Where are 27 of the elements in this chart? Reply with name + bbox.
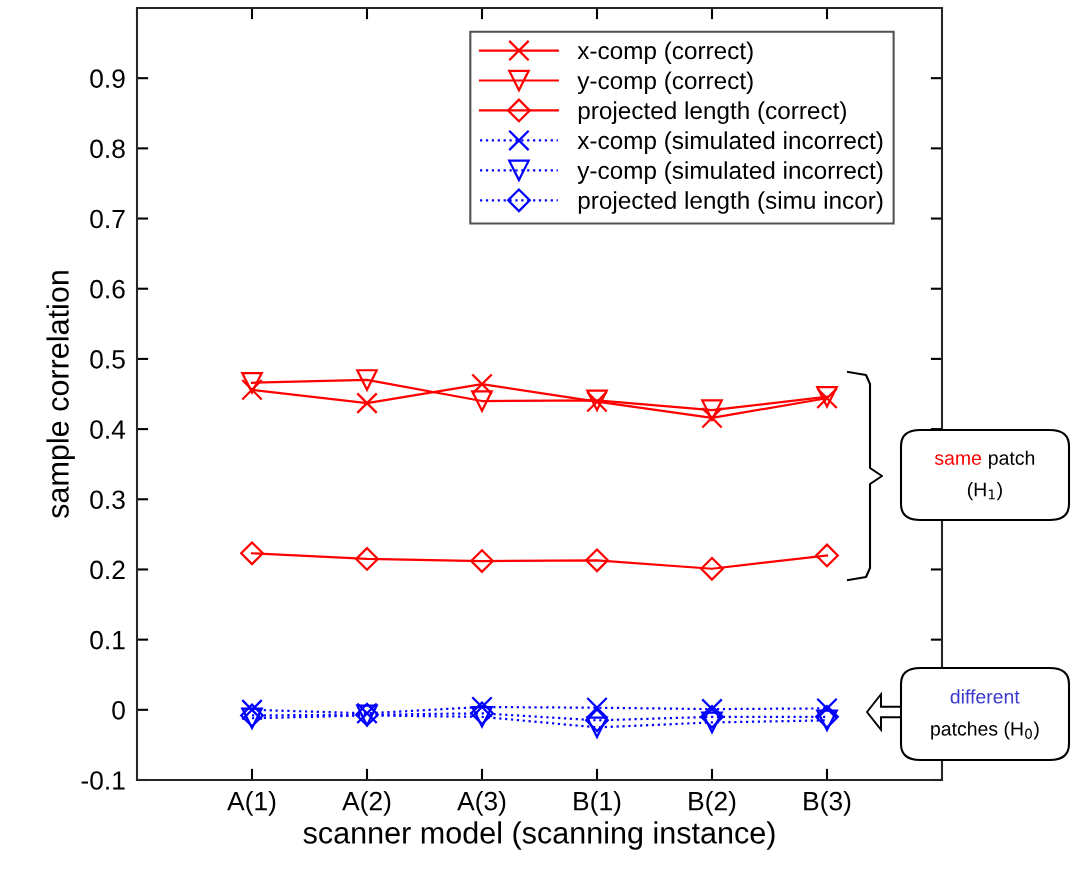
y-tick-label: 0.2 — [90, 560, 125, 580]
x-tick-label: B(2) — [689, 791, 736, 816]
x-tick-label: A(2) — [342, 791, 391, 816]
legend-label: projected length (correct) — [578, 101, 846, 125]
y-tick-label: 0.8 — [90, 139, 125, 159]
annotation: same patch (H$_{1}$) — [934, 450, 1035, 501]
y-tick-label: 0.3 — [90, 490, 125, 510]
y-tick-label: 0.9 — [90, 69, 125, 88]
y-tick-label: 0.5 — [90, 350, 125, 369]
x-tick-label: B(1) — [574, 791, 621, 816]
x-tick-label: B(3) — [804, 791, 851, 816]
legend-label: y-comp (correct) — [577, 71, 753, 95]
legend-label: x-comp (correct) — [577, 41, 753, 65]
y-axis-title: sample correlation — [46, 271, 75, 518]
y-tick-label: 0.7 — [90, 209, 125, 229]
legend-label: x-comp (simulated incorrect) — [577, 131, 883, 154]
x-tick-label: A(3) — [457, 791, 506, 816]
legend-label: y-comp (simulated incorrect) — [577, 161, 883, 184]
annotation: different patches (H$_{0}$) — [931, 689, 1039, 740]
x-axis-title: scanner model (scanning instance) — [303, 821, 775, 850]
y-tick-label: 0.1 — [90, 630, 125, 650]
y-tick-label: 0.6 — [90, 279, 125, 299]
y-tick-label: 0 — [112, 700, 125, 720]
y-tick-label: -0.1 — [81, 771, 125, 790]
legend-label: projected length (simu incor) — [578, 191, 883, 214]
x-tick-label: A(1) — [227, 791, 276, 816]
y-tick-label: 0.4 — [90, 420, 126, 439]
